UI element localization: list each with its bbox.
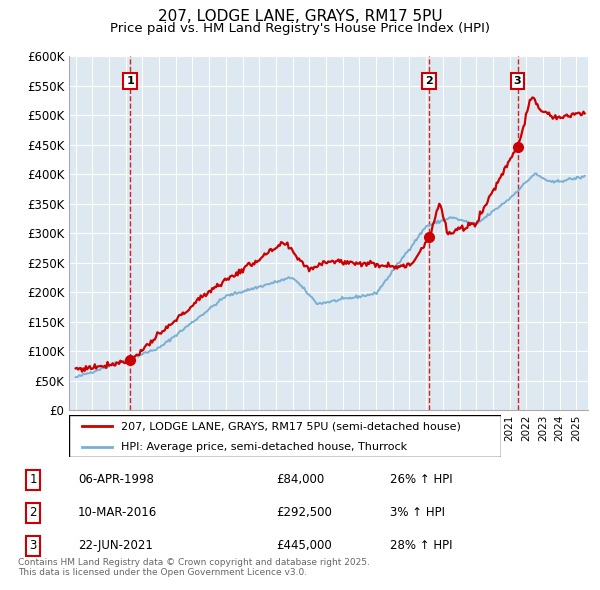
Text: 1: 1 [127, 76, 134, 86]
Text: HPI: Average price, semi-detached house, Thurrock: HPI: Average price, semi-detached house,… [121, 442, 407, 451]
Text: Contains HM Land Registry data © Crown copyright and database right 2025.
This d: Contains HM Land Registry data © Crown c… [18, 558, 370, 577]
Text: 207, LODGE LANE, GRAYS, RM17 5PU (semi-detached house): 207, LODGE LANE, GRAYS, RM17 5PU (semi-d… [121, 421, 461, 431]
Text: 26% ↑ HPI: 26% ↑ HPI [390, 473, 452, 486]
Text: 10-MAR-2016: 10-MAR-2016 [78, 506, 157, 519]
Text: Price paid vs. HM Land Registry's House Price Index (HPI): Price paid vs. HM Land Registry's House … [110, 22, 490, 35]
Text: £445,000: £445,000 [276, 539, 332, 552]
Text: 3: 3 [514, 76, 521, 86]
Text: 06-APR-1998: 06-APR-1998 [78, 473, 154, 486]
Text: 207, LODGE LANE, GRAYS, RM17 5PU: 207, LODGE LANE, GRAYS, RM17 5PU [158, 9, 442, 24]
Text: 1: 1 [29, 473, 37, 486]
FancyBboxPatch shape [69, 415, 501, 457]
Text: 3: 3 [29, 539, 37, 552]
Text: £292,500: £292,500 [276, 506, 332, 519]
Text: £84,000: £84,000 [276, 473, 324, 486]
Text: 2: 2 [29, 506, 37, 519]
Text: 22-JUN-2021: 22-JUN-2021 [78, 539, 153, 552]
Text: 28% ↑ HPI: 28% ↑ HPI [390, 539, 452, 552]
Text: 3% ↑ HPI: 3% ↑ HPI [390, 506, 445, 519]
Text: 2: 2 [425, 76, 433, 86]
